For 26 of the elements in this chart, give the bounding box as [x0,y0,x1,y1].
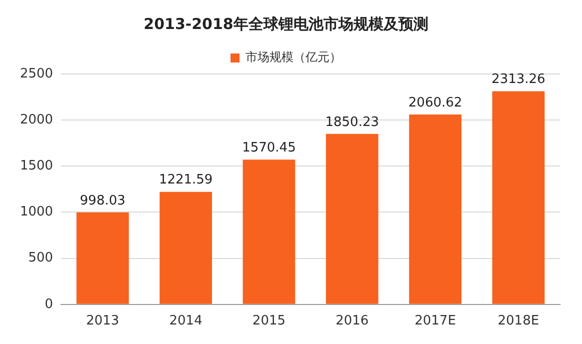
bar [326,134,378,304]
bar [409,114,462,304]
x-tick-label: 2016 [336,314,369,329]
data-label: 2060.62 [408,95,462,110]
bar [76,212,129,304]
legend-label: 市场规模（亿元） [246,50,342,64]
bar [160,192,212,304]
x-tick-label: 2015 [252,314,286,329]
x-tick-label: 2013 [86,314,120,329]
data-label: 1221.59 [158,172,213,188]
data-label: 1850.23 [325,114,379,130]
bar [492,91,545,304]
y-tick-label: 2000 [20,112,54,128]
y-tick-label: 0 [44,296,54,312]
y-tick-label: 500 [28,250,54,266]
y-tick-label: 2500 [20,66,54,82]
data-label: 2313.26 [492,72,546,88]
x-tick-label: 2017E [414,314,456,329]
bar [242,160,296,304]
data-label: 1570.45 [242,140,296,156]
x-tick-label: 2018E [498,314,540,329]
y-tick-label: 1500 [20,158,54,174]
data-label: 998.03 [80,193,126,208]
x-tick-label: 2014 [169,314,202,329]
chart-title: 2013-2018年全球锂电池市场规模及预测 [144,14,428,33]
y-tick-label: 1000 [20,204,54,220]
